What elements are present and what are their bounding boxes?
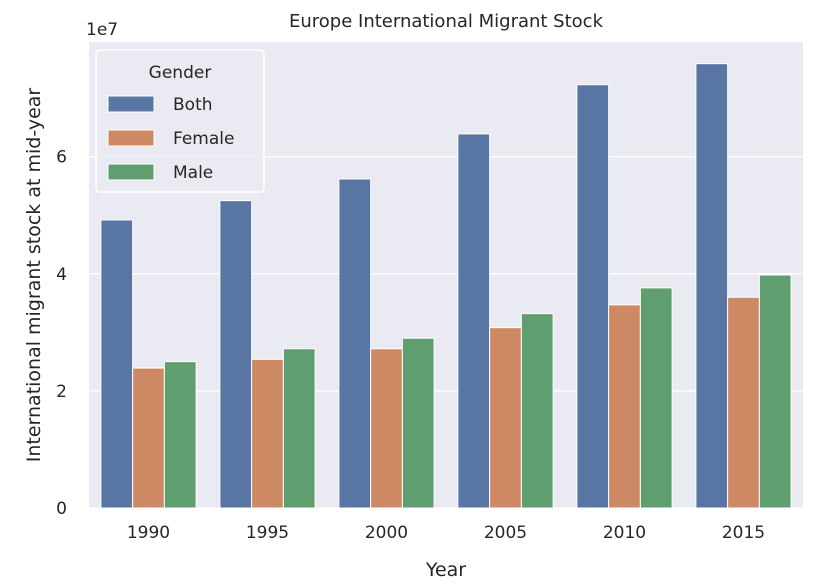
bar-both-2000 — [338, 178, 372, 509]
bar-female-1990 — [132, 367, 165, 509]
legend-swatch-male — [107, 163, 155, 181]
bar-both-2015 — [695, 63, 729, 509]
bar-both-1990 — [100, 219, 134, 509]
x-tick-label: 1990 — [127, 523, 170, 543]
legend-swatch-both — [107, 95, 155, 113]
x-tick-label: 2005 — [484, 523, 527, 543]
bar-female-2010 — [608, 304, 641, 509]
legend-label-male: Male — [173, 163, 213, 183]
bar-male-1995 — [282, 348, 316, 509]
bar-male-2000 — [401, 337, 435, 509]
legend: Gender Both Female Male — [95, 49, 265, 193]
chart-title: Europe International Migrant Stock — [289, 11, 604, 32]
bar-female-1995 — [251, 358, 284, 509]
y-offset-label: 1e7 — [86, 20, 118, 40]
y-tick-label: 6 — [56, 148, 67, 168]
x-tick-label: 2000 — [365, 523, 408, 543]
y-tick-labels: 0 2 4 6 — [56, 148, 67, 519]
y-tick-label: 0 — [56, 499, 67, 519]
legend-items: Both Female Male — [107, 95, 234, 183]
bar-both-1995 — [219, 200, 253, 509]
bar-male-1990 — [163, 361, 197, 509]
x-tick-label: 2010 — [603, 523, 646, 543]
bar-male-2010 — [639, 287, 673, 509]
bar-both-2005 — [457, 133, 491, 509]
legend-swatch-female — [107, 129, 155, 147]
legend-title: Gender — [149, 63, 212, 83]
bar-both-2010 — [576, 84, 610, 509]
x-axis-label: Year — [425, 559, 466, 581]
bar-male-2015 — [758, 274, 792, 509]
bar-female-2005 — [489, 327, 522, 509]
bars-group — [100, 63, 792, 509]
y-tick-label: 4 — [56, 265, 67, 285]
bar-female-2015 — [727, 296, 760, 509]
legend-label-both: Both — [173, 95, 213, 115]
bar-female-2000 — [370, 348, 403, 509]
x-tick-label: 2015 — [722, 523, 765, 543]
y-axis-label: International migrant stock at mid-year — [23, 88, 45, 463]
x-tick-label: 1995 — [246, 523, 289, 543]
legend-label-female: Female — [173, 129, 234, 149]
y-tick-label: 2 — [56, 382, 67, 402]
legend-box — [95, 49, 265, 193]
bar-male-2005 — [520, 313, 554, 509]
x-tick-labels: 1990 1995 2000 2005 2010 2015 — [127, 523, 765, 543]
